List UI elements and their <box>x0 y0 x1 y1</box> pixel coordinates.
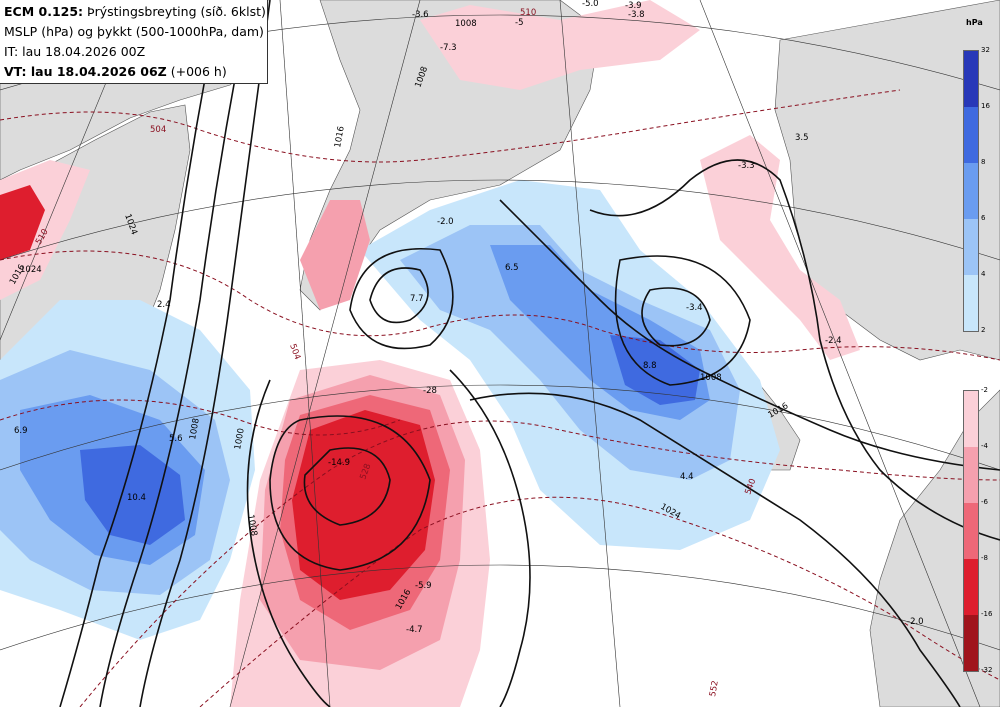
value-label: 5.6 <box>169 434 183 444</box>
value-label: -28 <box>423 386 437 396</box>
value-label: -5.0 <box>582 0 599 9</box>
value-label: -3.4 <box>686 303 703 313</box>
legend-falls-tick-label: 6 <box>981 214 986 222</box>
legend-falls-tick-label: 16 <box>981 102 990 110</box>
valid-time-line: VT: lau 18.04.2026 06Z (+006 h) <box>4 62 267 82</box>
isobar-label: 1024 <box>20 265 42 275</box>
value-label: -5.9 <box>415 581 432 591</box>
value-label: -7.3 <box>440 43 457 53</box>
value-label: 8.8 <box>643 361 657 371</box>
value-label: -3.8 <box>628 10 645 20</box>
value-label: -5 <box>515 18 523 28</box>
isobar-low-iceland <box>641 287 711 347</box>
pressure-rise-areas <box>0 0 860 707</box>
thickness-label: 552 <box>708 680 721 698</box>
value-label: 3.5 <box>795 133 809 143</box>
isobar-low-west-2 <box>349 248 454 350</box>
subtitle-line: MSLP (hPa) og þykkt (500-1000hPa, dam) <box>4 24 264 39</box>
isobar-low-west <box>369 267 429 324</box>
isobars <box>59 0 1000 707</box>
legend-rises-segment <box>964 447 978 503</box>
title-line: ECM 0.125: Þrýstingsbreyting (síð. 6klst… <box>4 2 267 22</box>
value-label: 6.5 <box>505 263 519 273</box>
isobar-label: 1008 <box>455 19 477 29</box>
legend-falls-tick-label: 8 <box>981 158 986 166</box>
legend-rises-segment <box>964 615 978 671</box>
legend-rises-tick-label: -8 <box>981 554 988 562</box>
legend-falls-segment <box>964 163 978 219</box>
legend-rises-segment <box>964 503 978 559</box>
legend-falls-tick-label: 2 <box>981 326 986 334</box>
legend-unit: hPa <box>966 18 983 27</box>
legend-rises-tick-label: -16 <box>981 610 993 618</box>
isobar-label: 1016 <box>333 125 347 148</box>
scandinavia-landmass <box>774 0 1000 361</box>
isobar-label: 1008 <box>245 514 259 537</box>
legend-falls-segment <box>964 51 978 107</box>
legend-falls-tick-label: 32 <box>981 46 990 54</box>
value-label: 10.4 <box>127 493 146 503</box>
value-label: -3.6 <box>412 10 429 20</box>
value-label: -2.4 <box>825 336 842 346</box>
thickness-label: 504 <box>150 125 166 135</box>
rise-area-northwest-core <box>0 185 45 260</box>
isobar-high-center <box>303 447 391 526</box>
map-info-box: ECM 0.125: Þrýstingsbreyting (síð. 6klst… <box>0 0 268 84</box>
isobar-low-iceland-2 <box>614 255 751 386</box>
pressure-fall-areas <box>0 180 780 640</box>
legend-falls-segment <box>964 219 978 275</box>
isobar-label: 1008 <box>188 417 202 440</box>
thickness-label: 510 <box>520 8 536 18</box>
value-label: 7.7 <box>410 294 424 304</box>
model-name: ECM 0.125: <box>4 4 84 19</box>
isobar-label: 1000 <box>233 427 247 450</box>
value-label: 4.4 <box>680 472 694 482</box>
value-label: 6.9 <box>14 426 28 436</box>
legend-rises-tick-label: -32 <box>981 666 993 674</box>
value-label: -4.7 <box>406 625 423 635</box>
legend-rises-bar <box>963 390 979 672</box>
value-label: -3.3 <box>738 161 755 171</box>
fall-area-central-core <box>610 335 700 405</box>
init-time: IT: lau 18.04.2026 00Z <box>4 44 146 59</box>
isobar-high-center-2 <box>269 415 431 571</box>
legend-falls-segment <box>964 107 978 163</box>
thickness-contours <box>0 89 1000 707</box>
value-label: -14.9 <box>328 458 350 468</box>
legend-falls-bar <box>963 50 979 332</box>
fall-area-west-core <box>80 445 185 545</box>
legend-rises-segment <box>964 559 978 615</box>
map-title: Þrýstingsbreyting (síð. 6klst) <box>87 4 266 19</box>
valid-time: VT: lau 18.04.2026 06Z <box>4 64 167 79</box>
rise-area-greenland-coast <box>300 200 370 310</box>
legend-falls-tick-label: 4 <box>981 270 986 278</box>
isobar-label: 1008 <box>700 373 722 383</box>
legend-falls-segment <box>964 275 978 331</box>
legend-rises-segment <box>964 391 978 447</box>
legend-rises-tick-label: -6 <box>981 498 988 506</box>
rise-area-north <box>420 0 700 90</box>
value-label: -3.9 <box>625 1 642 11</box>
legend-rises-tick-label: -4 <box>981 442 988 450</box>
legend-rises-tick-label: -2 <box>981 386 988 394</box>
value-label: 2.4 <box>157 300 171 310</box>
forecast-hour: (+006 h) <box>170 64 227 79</box>
value-label: -2.0 <box>437 217 454 227</box>
value-label: -2.0 <box>907 617 924 627</box>
rise-area-southcentral-core <box>292 410 435 600</box>
